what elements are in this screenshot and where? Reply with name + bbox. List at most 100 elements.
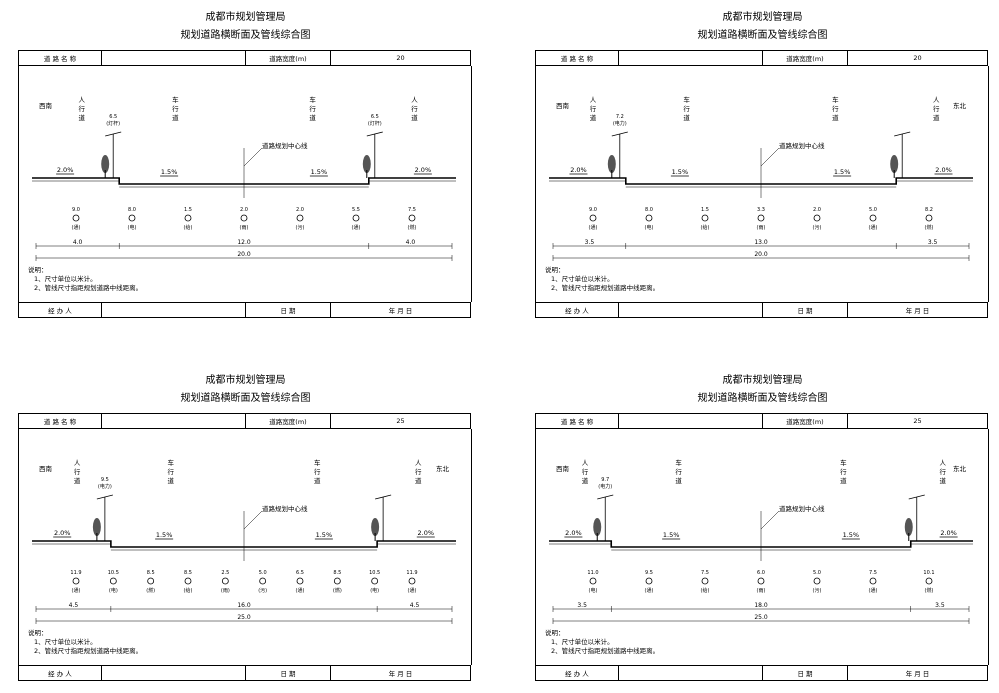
- pipe-distance: 1.5: [701, 207, 709, 213]
- pipe-distance: 1.5: [184, 207, 192, 213]
- road-width-label: 道路宽度(m): [245, 413, 331, 429]
- centerline-label: 道路规划中心线: [779, 504, 825, 513]
- road-name-value: [618, 50, 763, 66]
- lane-label-right-walk: 道: [415, 476, 422, 485]
- direction-left-label: 西南: [556, 101, 570, 110]
- centerline-label: 道路规划中心线: [779, 141, 825, 150]
- tree-icon: [371, 518, 380, 536]
- dimension-label: 3.5: [585, 239, 595, 246]
- road-name-label: 道 路 名 称: [18, 50, 102, 66]
- pipe-type: (通): [296, 587, 305, 594]
- lane-label-right-car: 车: [840, 458, 847, 467]
- notes: 说明： 1、尺寸单位以米计。 2、管线尺寸指距规划道路中线距离。: [28, 266, 142, 293]
- slope-label: 2.0%: [57, 166, 74, 174]
- lane-label-right-walk: 人: [940, 459, 947, 467]
- pipe-type: (通): [869, 224, 878, 231]
- pipe-icon: [371, 577, 379, 585]
- direction-right-label: 东北: [953, 101, 967, 110]
- notes: 说明： 1、尺寸单位以米计。 2、管线尺寸指距规划道路中线距离。: [545, 629, 659, 656]
- pipe-icon: [813, 214, 821, 222]
- cross-section-sheet: 成都市规划管理局 规划道路横断面及管线综合图 道 路 名 称 道路宽度(m) 2…: [18, 371, 473, 681]
- drawing-frame: [535, 66, 989, 302]
- note-2: 2、管线尺寸指距规划道路中线距离。: [34, 647, 143, 655]
- footer-table: 经 办 人 日 期 年 月 日: [18, 665, 471, 681]
- lane-label-left-car: 行: [168, 467, 175, 476]
- dimension-label: 18.0: [754, 602, 768, 609]
- road-width-value: 20: [330, 50, 471, 66]
- date-label: 日 期: [245, 302, 331, 318]
- lane-label-right-car: 道: [840, 476, 847, 485]
- pipe-distance: 10.5: [369, 570, 380, 576]
- notes: 说明： 1、尺寸单位以米计。 2、管线尺寸指距规划道路中线距离。: [28, 629, 142, 656]
- road-name-value: [618, 413, 763, 429]
- pipe-type: (燃): [925, 224, 934, 231]
- pipe-distance: 8.2: [925, 207, 933, 213]
- pipe-type: (雨): [757, 588, 766, 594]
- slope-label: 1.5%: [161, 168, 178, 176]
- lane-label-left-car: 车: [172, 95, 179, 104]
- tree-icon: [904, 518, 913, 536]
- tree-icon: [362, 155, 371, 173]
- pipe-type: (电): [109, 587, 118, 594]
- sheet-subtitle: 规划道路横断面及管线综合图: [180, 393, 311, 404]
- lane-label-right-walk: 行: [415, 467, 422, 476]
- pipe-type: (给): [701, 224, 710, 231]
- lamp-height-left: 9.5: [101, 477, 109, 483]
- note-2: 2、管线尺寸指距规划道路中线距离。: [34, 284, 143, 292]
- pipe-icon: [221, 577, 229, 585]
- tree-icon: [101, 155, 110, 173]
- street-lamp-arm: [366, 131, 383, 137]
- pipe-icon: [589, 577, 597, 585]
- lane-label-left-walk: 人: [590, 96, 597, 104]
- dimension-label: 4.5: [410, 602, 420, 609]
- slope-label: 1.5%: [834, 168, 851, 176]
- header-table: 道 路 名 称 道路宽度(m) 25: [18, 413, 471, 429]
- tree-icon: [92, 518, 101, 536]
- total-width-label: 20.0: [754, 251, 768, 258]
- lamp-type-right: (灯杆): [368, 120, 382, 127]
- pipe-icon: [109, 577, 117, 585]
- header-table: 道 路 名 称 道路宽度(m) 20: [18, 50, 471, 66]
- direction-right-label: 东北: [953, 464, 967, 473]
- lane-label-right-car: 行: [309, 104, 316, 113]
- lamp-type-left: (电力): [598, 483, 612, 490]
- slope-label: 2.0%: [418, 529, 435, 537]
- slope-label: 2.0%: [54, 529, 71, 537]
- pipe-icon: [589, 214, 597, 222]
- sheet-title: 成都市规划管理局: [722, 12, 803, 23]
- lane-label-right-walk: 道: [933, 113, 940, 122]
- pipe-type: (通): [72, 224, 81, 231]
- lane-label-left-walk: 道: [590, 113, 597, 122]
- lamp-type-left: (灯杆): [106, 120, 120, 127]
- pipe-distance: 9.5: [645, 570, 653, 576]
- lane-label-left-walk: 道: [74, 476, 81, 485]
- pipe-icon: [757, 214, 765, 222]
- date-label: 日 期: [245, 665, 331, 681]
- sheet-title: 成都市规划管理局: [722, 375, 803, 386]
- lane-label-right-car: 车: [309, 95, 316, 104]
- direction-left-label: 西南: [556, 464, 570, 473]
- pipe-type: (通): [589, 224, 598, 231]
- pipe-distance: 8.0: [128, 207, 136, 213]
- pipe-distance: 7.5: [701, 570, 709, 576]
- road-width-value: 25: [330, 413, 471, 429]
- centerline-label: 道路规划中心线: [262, 141, 308, 150]
- note-1: 1、尺寸单位以米计。: [551, 638, 614, 646]
- pipe-type: (通): [408, 587, 417, 594]
- pipe-icon: [645, 577, 653, 585]
- lane-label-left-car: 行: [172, 104, 179, 113]
- tree-icon: [593, 518, 602, 536]
- lane-label-left-walk: 人: [79, 96, 86, 104]
- tree-icon: [890, 155, 899, 173]
- pipe-distance: 2.0: [296, 207, 304, 213]
- direction-left-label: 西南: [39, 101, 53, 110]
- lane-label-right-car: 行: [840, 467, 847, 476]
- lamp-height-left: 6.5: [109, 114, 117, 120]
- lane-label-left-car: 道: [683, 113, 690, 122]
- pipe-distance: 9.0: [72, 207, 80, 213]
- date-value: 年 月 日: [847, 665, 988, 681]
- lane-label-left-car: 道: [172, 113, 179, 122]
- date-value: 年 月 日: [330, 302, 471, 318]
